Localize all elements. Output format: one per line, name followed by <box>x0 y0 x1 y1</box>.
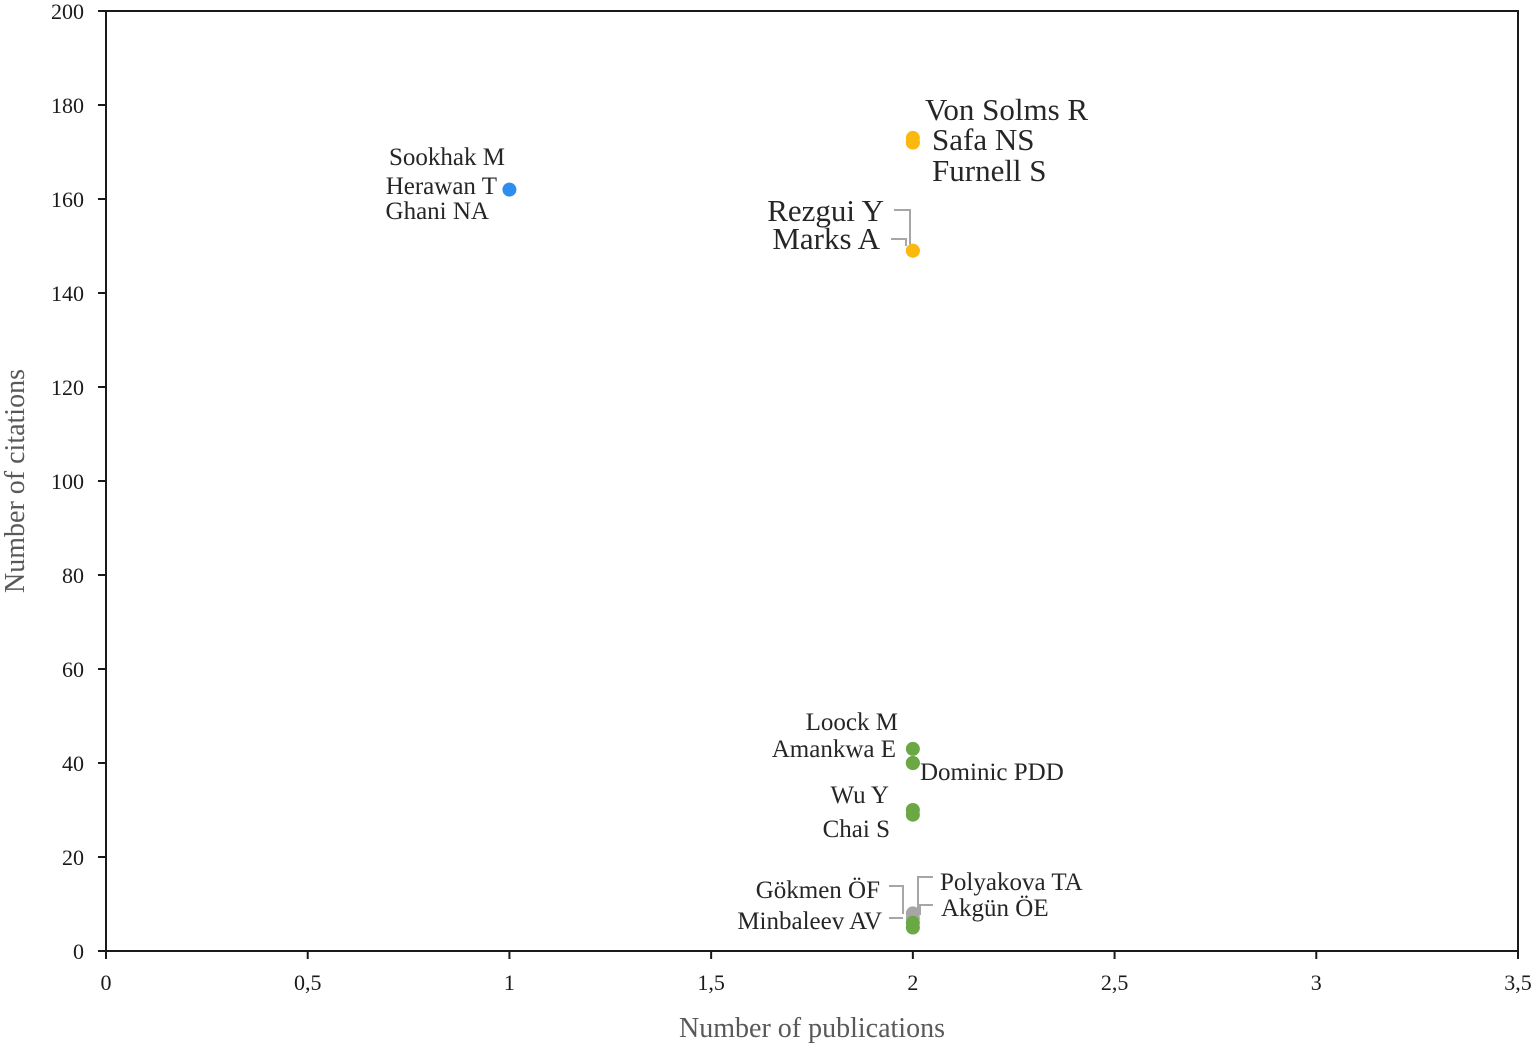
x-tick-label: 3,5 <box>1504 970 1532 995</box>
point-label-safa: Safa NS <box>932 122 1034 157</box>
point-label-von-solms: Von Solms R <box>925 92 1088 127</box>
data-point <box>502 182 517 197</box>
point-label-rezgui: Rezgui Y <box>767 193 884 228</box>
x-tick-label: 2 <box>907 970 918 995</box>
y-tick-label: 200 <box>51 0 84 24</box>
x-tick-label: 3 <box>1311 970 1322 995</box>
leader-line <box>889 885 904 914</box>
point-label-minbaleev: Minbaleev AV <box>737 908 882 935</box>
point-label-dominic: Dominic PDD <box>920 759 1064 786</box>
point-label-marks: Marks A <box>772 221 880 256</box>
leader-line <box>894 209 911 246</box>
y-tick-label: 140 <box>51 281 84 306</box>
leader-line <box>919 904 933 915</box>
y-tick-label: 180 <box>51 93 84 118</box>
x-tick-label: 1,5 <box>697 970 725 995</box>
x-tick-label: 1 <box>504 970 515 995</box>
point-label-sookhak: Sookhak M <box>389 144 505 171</box>
y-tick-label: 0 <box>73 939 84 964</box>
x-tick-label: 0,5 <box>294 970 322 995</box>
point-label-polyakova: Polyakova TA <box>940 869 1083 896</box>
x-tick-label: 2,5 <box>1101 970 1129 995</box>
x-axis-title: Number of publications <box>679 1013 945 1044</box>
point-label-chai: Chai S <box>823 816 890 843</box>
data-point <box>905 756 920 770</box>
y-tick-label: 120 <box>51 375 84 400</box>
y-axis: 0 20 40 60 80 100 120 140 160 180 200 <box>51 0 106 964</box>
y-tick-label: 40 <box>62 751 84 776</box>
leader-line <box>917 876 933 914</box>
data-point <box>905 135 920 150</box>
point-labels: Sookhak M Herawan T Ghani NA Von Solms R… <box>386 92 1089 935</box>
point-label-gokmen: Gökmen ÖF <box>756 877 880 904</box>
x-tick-label: 0 <box>101 970 112 995</box>
point-label-wu: Wu Y <box>831 782 889 809</box>
point-label-akgun: Akgün ÖE <box>941 895 1049 922</box>
point-label-amankwa: Amankwa E <box>772 736 896 763</box>
y-tick-label: 160 <box>51 187 84 212</box>
x-axis: 0 0,5 1 1,5 2 2,5 3 3,5 <box>101 951 1532 995</box>
leader-lines <box>889 209 933 919</box>
data-points <box>502 130 920 935</box>
y-tick-label: 100 <box>51 469 84 494</box>
point-label-furnell: Furnell S <box>932 153 1047 188</box>
leader-line <box>891 238 907 246</box>
data-point <box>905 741 920 756</box>
y-tick-label: 80 <box>62 563 84 588</box>
point-label-herawan: Herawan T <box>386 173 497 200</box>
point-label-ghani: Ghani NA <box>386 198 489 225</box>
y-tick-label: 20 <box>62 845 84 870</box>
data-point <box>905 920 920 935</box>
data-point <box>905 807 920 822</box>
y-tick-label: 60 <box>62 657 84 682</box>
y-axis-title: Number of citations <box>0 369 31 593</box>
data-point <box>905 243 920 258</box>
plot-area <box>105 10 1519 952</box>
point-label-loock: Loock M <box>806 709 898 736</box>
